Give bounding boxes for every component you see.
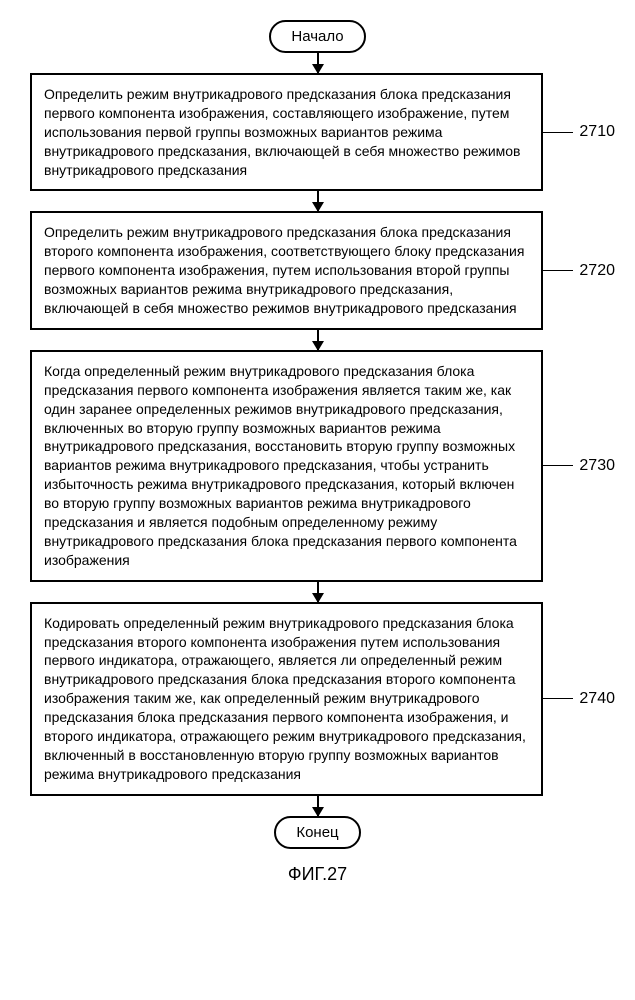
leader-line: [543, 132, 573, 133]
arrow: [317, 191, 319, 211]
leader-line: [543, 465, 573, 466]
arrow: [317, 796, 319, 816]
step-text: Определить режим внутрикадрового предска…: [44, 224, 524, 316]
step-id-2720: 2720: [579, 262, 615, 280]
step-text: Определить режим внутрикадрового предска…: [44, 86, 521, 178]
step-row-2730: Когда определенный режим внутрикадрового…: [10, 350, 625, 582]
arrow: [317, 330, 319, 350]
leader-line: [543, 698, 573, 699]
step-id-2740: 2740: [579, 690, 615, 708]
leader-line: [543, 270, 573, 271]
step-id-2710: 2710: [579, 123, 615, 141]
end-terminator: Конец: [274, 816, 360, 849]
step-box-2740: Кодировать определенный режим внутрикадр…: [30, 602, 543, 796]
figure-caption: ФИГ.27: [288, 864, 347, 885]
step-box-2710: Определить режим внутрикадрового предска…: [30, 73, 543, 191]
step-text: Когда определенный режим внутрикадрового…: [44, 363, 517, 568]
end-label: Конец: [296, 824, 338, 841]
step-id-2730: 2730: [579, 457, 615, 475]
step-row-2740: Кодировать определенный режим внутрикадр…: [10, 602, 625, 796]
step-text: Кодировать определенный режим внутрикадр…: [44, 615, 526, 782]
step-box-2720: Определить режим внутрикадрового предска…: [30, 211, 543, 329]
start-label: Начало: [291, 28, 343, 45]
start-terminator: Начало: [269, 20, 365, 53]
arrow: [317, 53, 319, 73]
step-box-2730: Когда определенный режим внутрикадрового…: [30, 350, 543, 582]
step-row-2710: Определить режим внутрикадрового предска…: [10, 73, 625, 191]
step-row-2720: Определить режим внутрикадрового предска…: [10, 211, 625, 329]
flowchart-container: Начало Определить режим внутрикадрового …: [0, 0, 635, 905]
arrow: [317, 582, 319, 602]
